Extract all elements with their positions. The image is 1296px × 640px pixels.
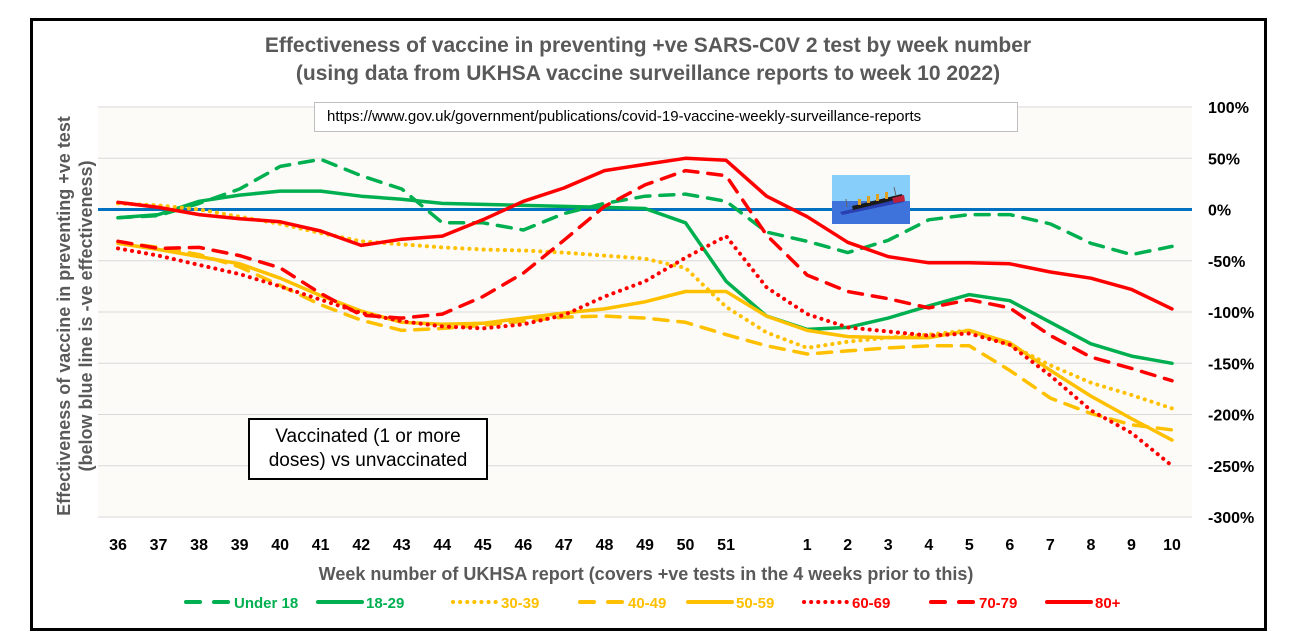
y-tick-label: -200% (1208, 408, 1254, 425)
x-axis-ticks: 36 37 38 39 40 41 42 43 44 45 46 47 48 49 50 51 1 2 3 4 5 6 7 8… (109, 537, 1181, 554)
legend: Under 18 18-29 30-39 40-49 50-59 60-69 70-79 80… (184, 595, 1121, 612)
y-tick-label: 100% (1208, 100, 1249, 117)
x-tick-label: 39 (231, 537, 249, 554)
y-tick-label: -300% (1208, 510, 1254, 527)
y-tick-label: -50% (1208, 254, 1245, 271)
x-tick-label: 38 (190, 537, 208, 554)
y-tick-label: -100% (1208, 305, 1254, 322)
series-line-70-79 (116, 168, 1174, 383)
x-axis-label: Week number of UKHSA report (covers +ve … (319, 564, 974, 584)
annotation-line-2: doses) vs unvaccinated (268, 450, 468, 471)
x-tick-label: 47 (555, 537, 573, 554)
x-tick-label: 8 (1086, 537, 1095, 554)
series-lines (116, 156, 1174, 468)
x-tick-label: 2 (843, 537, 852, 554)
x-tick-label: 7 (1046, 537, 1055, 554)
sinking-ship-image (832, 175, 910, 224)
series-line-under-18 (116, 157, 1174, 257)
x-tick-label: 40 (271, 537, 289, 554)
legend-label: 18-29 (366, 595, 404, 612)
y-axis-ticks: 100% 50% 0% -50% -100% -150% -200% -250% -300% (1208, 100, 1254, 527)
series-line-18-29 (116, 189, 1174, 366)
y-axis-label-2: (below blue line is -ve effectiveness) (76, 160, 96, 471)
x-tick-label: 49 (636, 537, 654, 554)
legend-label: 70-79 (979, 595, 1017, 612)
source-url-box: https://www.gov.uk/government/publicatio… (314, 102, 1018, 132)
y-tick-label: -250% (1208, 459, 1254, 476)
x-tick-label: 5 (965, 537, 974, 554)
legend-label: 30-39 (501, 595, 539, 612)
series-line-30-39 (116, 201, 1174, 411)
legend-label: Under 18 (234, 595, 298, 612)
x-tick-label: 42 (352, 537, 370, 554)
x-tick-label: 1 (803, 537, 812, 554)
legend-label: 50-59 (736, 595, 774, 612)
chart-title: Effectiveness of vaccine in preventing +… (265, 34, 1031, 57)
chart-subtitle: (using data from UKHSA vaccine surveilla… (296, 62, 1000, 85)
annotation-box: Vaccinated (1 or more doses) vs unvaccin… (248, 418, 488, 480)
x-tick-label: 48 (596, 537, 614, 554)
legend-label: 40-49 (628, 595, 666, 612)
y-tick-label: 50% (1208, 151, 1240, 168)
annotation-line-1: Vaccinated (1 or more (275, 426, 461, 447)
x-tick-label: 51 (717, 537, 735, 554)
y-axis-label: Effectiveness of vaccine in preventing +… (54, 116, 74, 516)
x-tick-label: 10 (1163, 537, 1181, 554)
series-line-60-69 (116, 234, 1174, 468)
y-tick-label: 0% (1208, 203, 1231, 220)
x-tick-label: 36 (109, 537, 127, 554)
x-tick-label: 4 (924, 537, 933, 554)
x-tick-label: 41 (312, 537, 330, 554)
legend-label: 60-69 (852, 595, 890, 612)
series-line-40-49 (116, 240, 1174, 432)
x-tick-label: 50 (677, 537, 695, 554)
y-tick-label: -150% (1208, 356, 1254, 373)
x-tick-label: 9 (1127, 537, 1136, 554)
series-line-50-59 (116, 241, 1174, 442)
x-tick-label: 46 (514, 537, 532, 554)
x-tick-label: 44 (433, 537, 451, 554)
x-tick-label: 45 (474, 537, 492, 554)
x-tick-label: 6 (1005, 537, 1014, 554)
x-tick-label: 37 (150, 537, 168, 554)
legend-label: 80+ (1095, 595, 1121, 612)
series-line-80- (116, 156, 1174, 311)
x-tick-label: 43 (393, 537, 411, 554)
x-tick-label: 3 (884, 537, 893, 554)
